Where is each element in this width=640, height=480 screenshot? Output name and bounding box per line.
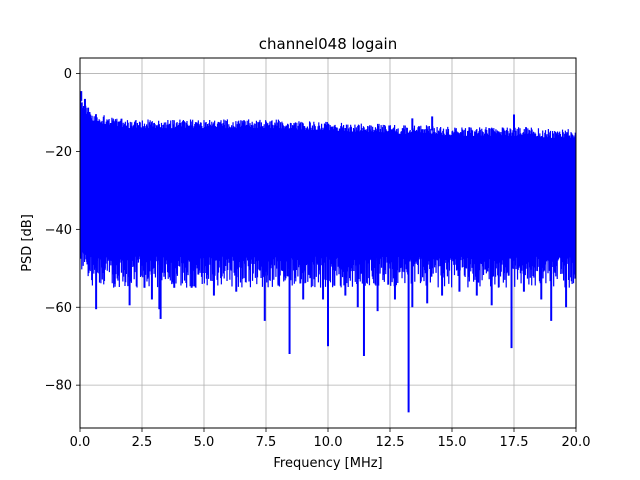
x-tick-label: 17.5 [500,435,529,450]
y-tick-label: −40 [45,223,72,238]
y-tick-label: −20 [45,145,72,160]
x-tick-label: 15.0 [438,435,467,450]
x-tick-label: 0.0 [70,435,91,450]
x-tick-label: 10.0 [314,435,343,450]
x-axis-label: Frequency [MHz] [273,456,382,471]
psd-dense-band [80,96,576,249]
psd-trace [80,91,576,413]
y-axis-ticks: 0 −20 −40 −60 −80 [45,67,80,394]
x-tick-label: 7.5 [256,435,277,450]
x-tick-label: 20.0 [562,435,591,450]
y-tick-label: 0 [64,67,72,82]
x-tick-label: 12.5 [376,435,405,450]
x-tick-label: 2.5 [132,435,153,450]
y-tick-label: −60 [45,301,72,316]
chart-title: channel048 logain [259,35,398,53]
x-tick-label: 5.0 [194,435,215,450]
y-tick-label: −80 [45,379,72,394]
y-axis-label: PSD [dB] [20,214,35,272]
x-axis-ticks: 0.0 2.5 5.0 7.5 10.0 12.5 15.0 17.5 20.0 [70,428,591,450]
